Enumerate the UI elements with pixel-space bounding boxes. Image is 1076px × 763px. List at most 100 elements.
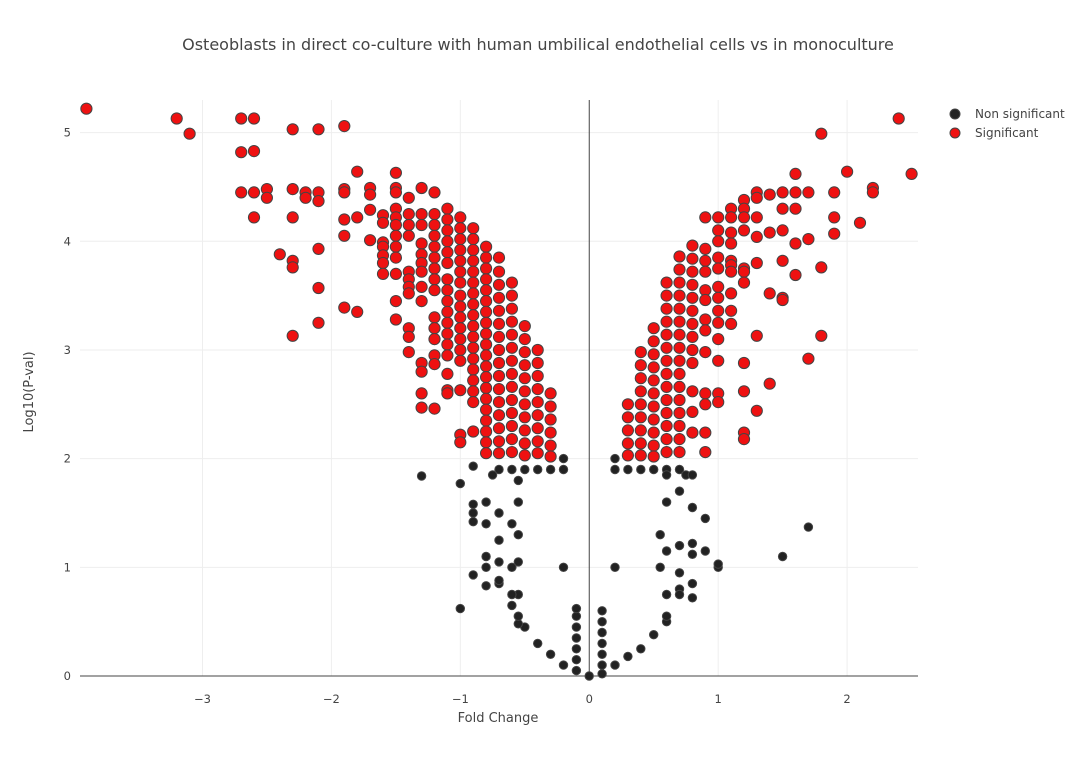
point-significant: [776, 254, 789, 267]
chart-title: Osteoblasts in direct co-culture with hu…: [182, 35, 894, 54]
point-significant: [312, 242, 325, 255]
point-significant: [789, 202, 802, 215]
point-significant: [634, 449, 647, 462]
point-significant: [286, 123, 299, 136]
point-significant: [351, 305, 364, 318]
point-non-significant: [597, 660, 607, 670]
point-significant: [312, 281, 325, 295]
point-significant: [480, 338, 493, 351]
point-significant: [647, 322, 660, 335]
point-non-significant: [597, 627, 607, 638]
point-significant: [802, 186, 815, 199]
point-significant: [634, 372, 647, 385]
point-significant: [673, 328, 686, 341]
point-significant: [531, 369, 544, 383]
point-significant: [841, 165, 854, 178]
point-significant: [518, 398, 531, 411]
point-non-significant: [468, 499, 478, 509]
y-tick-label: 3: [64, 343, 71, 357]
point-significant: [376, 267, 390, 280]
point-non-significant: [494, 575, 504, 586]
point-significant: [725, 317, 738, 330]
y-tick-label: 2: [64, 452, 71, 466]
point-significant: [815, 261, 828, 274]
point-significant: [247, 145, 261, 158]
point-non-significant: [687, 470, 698, 480]
point-non-significant: [610, 562, 620, 572]
point-significant: [480, 305, 493, 318]
point-significant: [660, 302, 673, 315]
point-significant: [235, 112, 248, 125]
point-non-significant: [674, 486, 685, 496]
point-significant: [428, 273, 441, 286]
point-significant: [673, 341, 686, 354]
point-significant: [389, 218, 402, 232]
point-significant: [518, 359, 531, 372]
point-significant: [467, 309, 480, 322]
point-non-significant: [687, 593, 698, 603]
point-significant: [286, 211, 299, 224]
point-non-significant: [610, 453, 620, 464]
legend-item-significant[interactable]: Significant: [949, 126, 1039, 140]
point-significant: [544, 400, 557, 413]
point-significant: [505, 341, 518, 354]
x-tick-label: −3: [194, 692, 211, 706]
point-significant: [686, 385, 699, 398]
point-significant: [686, 343, 699, 357]
point-significant: [518, 437, 531, 450]
legend-item-non-significant[interactable]: Non significant: [949, 107, 1065, 121]
x-tick-label: −2: [323, 692, 340, 706]
point-non-significant: [481, 497, 491, 507]
point-significant: [763, 226, 776, 239]
point-significant: [673, 393, 686, 407]
point-non-significant: [623, 651, 633, 662]
point-non-significant: [597, 669, 607, 679]
point-significant: [660, 276, 673, 289]
point-significant: [428, 322, 441, 335]
point-significant: [454, 289, 467, 302]
point-non-significant: [520, 464, 530, 475]
point-significant: [647, 387, 660, 400]
point-significant: [686, 278, 699, 291]
point-significant: [673, 419, 686, 433]
point-significant: [815, 127, 828, 140]
point-significant: [364, 234, 377, 247]
point-significant: [454, 211, 467, 224]
point-significant: [699, 313, 712, 326]
point-significant: [389, 313, 402, 326]
point-significant: [415, 208, 428, 221]
point-non-significant: [468, 517, 478, 527]
point-significant: [647, 426, 660, 439]
point-non-significant: [507, 519, 517, 529]
point-significant: [660, 367, 673, 380]
point-significant: [247, 211, 261, 224]
point-significant: [428, 240, 441, 253]
point-non-significant: [661, 470, 672, 480]
point-significant: [454, 384, 467, 397]
point-significant: [428, 251, 441, 264]
point-significant: [699, 324, 712, 337]
point-significant: [699, 254, 712, 267]
point-significant: [776, 186, 789, 199]
point-significant: [415, 295, 428, 308]
point-non-significant: [455, 603, 465, 614]
point-non-significant: [507, 600, 517, 611]
point-significant: [673, 380, 686, 393]
point-significant: [312, 123, 325, 136]
point-non-significant: [571, 655, 582, 665]
point-significant: [389, 251, 402, 264]
point-significant: [480, 447, 493, 460]
point-significant: [712, 354, 725, 367]
point-significant: [725, 287, 738, 300]
point-significant: [531, 343, 544, 357]
point-significant: [699, 346, 712, 359]
point-significant: [505, 419, 518, 433]
point-significant: [364, 188, 377, 201]
x-axis-title: Fold Change: [458, 711, 539, 726]
point-significant: [647, 374, 660, 387]
point-non-significant: [687, 549, 698, 559]
point-significant: [441, 256, 454, 270]
point-significant: [467, 320, 480, 333]
point-significant: [647, 450, 660, 463]
point-non-significant: [513, 611, 523, 621]
